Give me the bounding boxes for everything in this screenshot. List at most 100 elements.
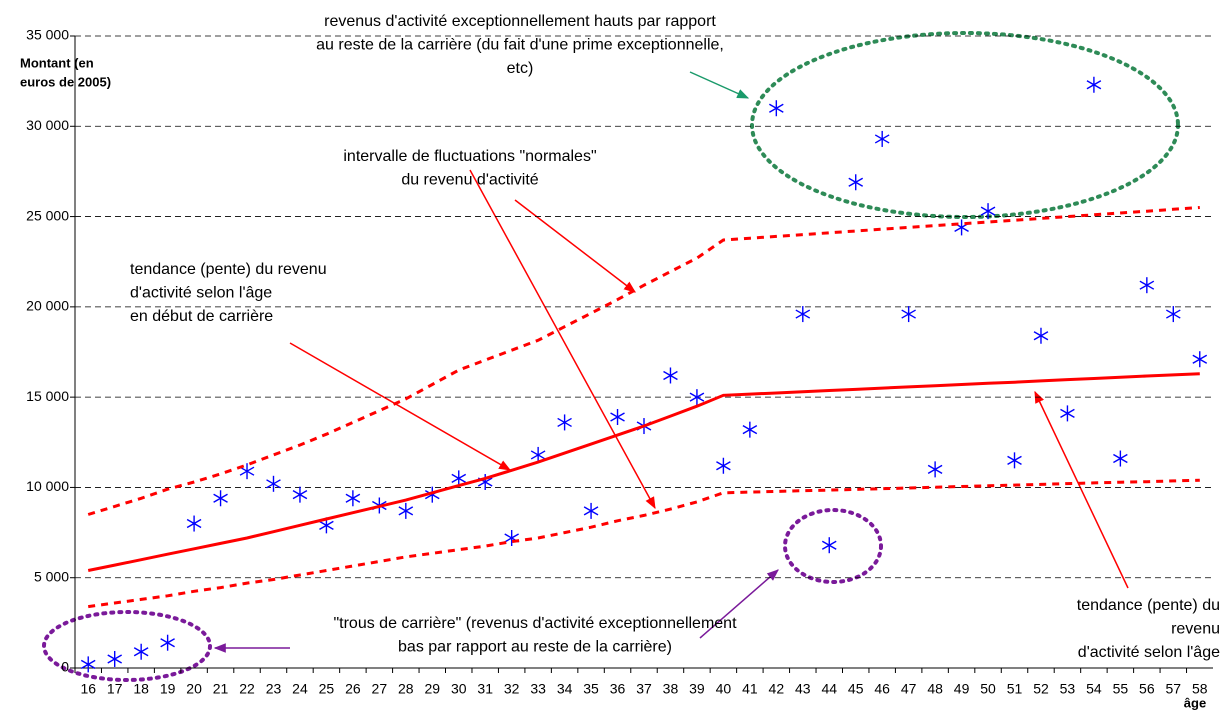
asterisk-stroke	[1192, 354, 1208, 364]
asterisk-stroke	[795, 309, 811, 319]
x-tick-label: 41	[742, 681, 758, 697]
data-point	[901, 306, 916, 323]
x-tick-label: 44	[821, 681, 837, 697]
annotation: du revenu d'activité	[401, 172, 538, 189]
x-tick-label: 48	[927, 681, 943, 697]
asterisk-stroke	[1113, 453, 1128, 464]
asterisk-stroke	[557, 417, 572, 428]
annotation: en début de carrière	[130, 308, 273, 325]
y-tick-label: 10 000	[26, 478, 69, 494]
x-tick-label: 46	[874, 681, 890, 697]
asterisk-stroke	[160, 638, 175, 648]
x-tick-label: 18	[133, 681, 149, 697]
asterisk-stroke	[504, 533, 519, 543]
x-tick-label: 28	[398, 681, 414, 697]
x-tick-label: 47	[901, 681, 917, 697]
asterisk-stroke	[1033, 331, 1049, 341]
x-tick-label: 19	[160, 681, 176, 697]
data-point	[107, 650, 123, 667]
y-axis-label: Montant (en	[20, 55, 94, 70]
x-tick-label: 26	[345, 681, 361, 697]
decorations	[42, 31, 1180, 682]
asterisk-stroke	[980, 206, 996, 216]
data-point	[1113, 450, 1128, 467]
annotation: revenu	[1171, 621, 1220, 638]
y-tick-label: 20 000	[26, 298, 69, 314]
asterisk-stroke	[689, 392, 705, 402]
x-tick-label: 51	[1007, 681, 1023, 697]
data-point	[80, 656, 96, 673]
x-tick-label: 23	[266, 681, 282, 697]
data-point	[292, 486, 308, 503]
data-point	[1033, 327, 1049, 344]
x-tick-label: 21	[213, 681, 229, 697]
x-tick-label: 30	[451, 681, 467, 697]
data-point	[160, 634, 175, 651]
annotation: etc)	[507, 60, 534, 77]
asterisk-stroke	[1086, 80, 1102, 90]
data-point	[980, 203, 996, 220]
asterisk-stroke	[583, 506, 599, 516]
x-tick-label: 49	[954, 681, 970, 697]
x-tick-label: 25	[319, 681, 335, 697]
annotation: au reste de la carrière (du fait d'une p…	[316, 37, 724, 54]
x-tick-label: 37	[636, 681, 652, 697]
x-tick-label: 57	[1166, 681, 1182, 697]
x-tick-label: 52	[1033, 681, 1049, 697]
x-tick-label: 38	[663, 681, 679, 697]
asterisk-stroke	[133, 647, 149, 657]
data-point	[398, 502, 414, 519]
x-tick-label: 22	[239, 681, 255, 697]
y-tick-label: 5 000	[34, 568, 69, 584]
asterisk-stroke	[398, 506, 414, 516]
x-tick-label: 50	[980, 681, 996, 697]
x-tick-label: 58	[1192, 681, 1208, 697]
data-point	[530, 446, 546, 463]
asterisk-stroke	[266, 479, 281, 489]
x-tick-label: 54	[1086, 681, 1102, 697]
x-tick-label: 36	[610, 681, 626, 697]
asterisk-stroke	[1007, 455, 1022, 465]
asterisk-stroke	[345, 493, 361, 503]
series-line	[87, 206, 1200, 516]
series-line	[87, 372, 1200, 572]
data-point	[1139, 277, 1155, 294]
data-point	[1165, 306, 1181, 323]
asterisk-stroke	[1165, 309, 1181, 319]
data-point	[557, 414, 572, 431]
x-tick-label: 33	[530, 681, 546, 697]
asterisk-stroke	[292, 490, 308, 500]
data-point	[769, 100, 784, 117]
asterisk-stroke	[213, 493, 228, 503]
series-line	[87, 478, 1200, 609]
x-tick-label: 31	[477, 681, 493, 697]
annotation: tendance (pente) du	[1077, 597, 1220, 614]
x-tick-label: 40	[716, 681, 732, 697]
data-point	[954, 219, 969, 236]
asterisk-stroke	[530, 450, 546, 460]
asterisk-stroke	[769, 103, 784, 113]
x-tick-label: 29	[424, 681, 440, 697]
x-tick-label: 55	[1113, 681, 1129, 697]
asterisk-stroke	[186, 518, 202, 529]
data-point	[927, 461, 943, 478]
asterisk-stroke	[927, 464, 943, 474]
data-point	[266, 475, 281, 492]
annotation: tendance (pente) du revenu	[130, 261, 327, 278]
x-tick-label: 34	[557, 681, 573, 697]
data-point	[186, 515, 202, 532]
data-point	[1007, 452, 1022, 469]
data-point	[663, 367, 678, 384]
data-point	[1192, 351, 1208, 368]
data-point	[689, 389, 705, 406]
annotation: d'activité selon l'âge	[130, 285, 272, 302]
y-tick-label: 15 000	[26, 388, 69, 404]
asterisk-stroke	[742, 425, 758, 435]
asterisk-stroke	[319, 520, 334, 530]
data-point	[1086, 76, 1102, 93]
data-point	[821, 537, 837, 554]
x-axis-label: âge	[1184, 695, 1206, 710]
asterisk-stroke	[80, 659, 96, 669]
y-tick-label: 30 000	[26, 117, 69, 133]
x-tick-label: 16	[80, 681, 96, 697]
